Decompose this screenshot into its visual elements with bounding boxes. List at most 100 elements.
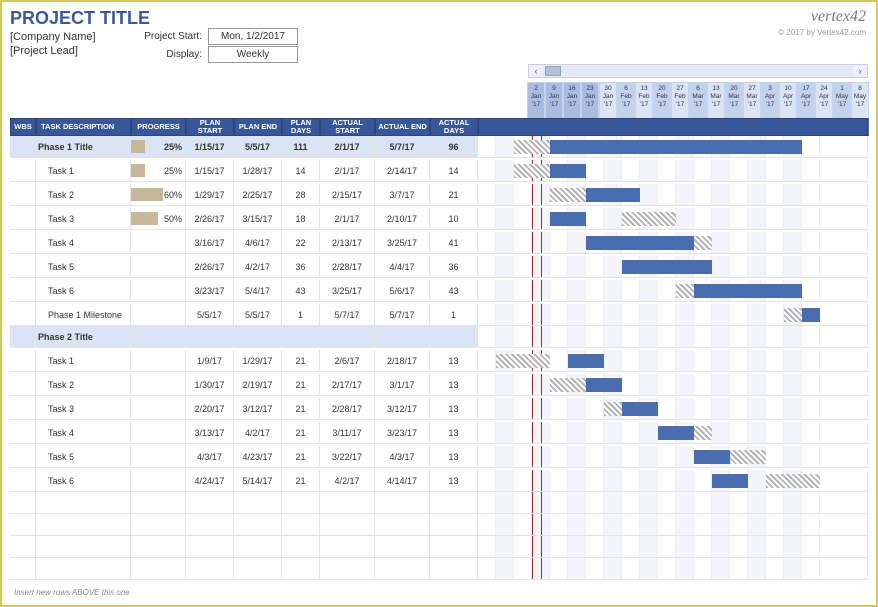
cell-desc[interactable]: Task 4 [36,232,131,253]
cell-wbs[interactable] [10,256,36,277]
table-row[interactable]: Task 43/13/174/2/17213/11/173/23/1713 [10,422,868,444]
cell-plan-days[interactable]: 21 [282,422,320,443]
cell-plan-end[interactable]: 1/29/17 [234,350,282,371]
cell-actual-start[interactable] [320,326,375,347]
cell-desc[interactable]: Task 5 [36,256,131,277]
cell-desc[interactable]: Task 4 [36,422,131,443]
cell-plan-start[interactable]: 1/30/17 [186,374,234,395]
cell-plan-days[interactable] [282,326,320,347]
scroll-thumb[interactable] [545,66,561,76]
table-row[interactable]: Task 21/30/172/19/17212/17/173/1/1713 [10,374,868,396]
cell-wbs[interactable] [10,374,36,395]
cell-plan-start[interactable]: 4/3/17 [186,446,234,467]
cell-plan-end[interactable]: 1/28/17 [234,160,282,181]
cell-actual-end[interactable] [375,326,430,347]
cell-plan-end[interactable]: 2/19/17 [234,374,282,395]
cell-actual-days[interactable]: 13 [430,350,478,371]
cell-plan-days[interactable]: 21 [282,398,320,419]
table-row[interactable]: Task 52/26/174/2/17362/28/174/4/1736 [10,256,868,278]
cell-actual-days[interactable]: 13 [430,470,478,491]
cell-plan-end[interactable]: 4/6/17 [234,232,282,253]
table-row-blank[interactable] [10,514,868,536]
display-value[interactable]: Weekly [208,46,298,63]
table-row-blank[interactable] [10,536,868,558]
cell-wbs[interactable] [10,232,36,253]
cell-actual-days[interactable]: 1 [430,304,478,325]
cell-plan-days[interactable]: 22 [282,232,320,253]
cell-actual-end[interactable]: 3/12/17 [375,398,430,419]
cell-progress[interactable]: 60% [131,184,186,205]
cell-plan-days[interactable]: 21 [282,350,320,371]
cell-actual-start[interactable]: 3/11/17 [320,422,375,443]
cell-wbs[interactable] [10,326,36,347]
cell-progress[interactable] [131,374,186,395]
cell-plan-start[interactable]: 2/26/17 [186,208,234,229]
cell-actual-end[interactable]: 4/4/17 [375,256,430,277]
cell-progress[interactable] [131,280,186,301]
cell-desc[interactable]: Phase 1 Title [36,136,131,157]
cell-desc[interactable]: Task 6 [36,280,131,301]
cell-plan-days[interactable]: 21 [282,470,320,491]
cell-actual-end[interactable]: 2/18/17 [375,350,430,371]
cell-actual-end[interactable]: 5/7/17 [375,136,430,157]
cell-actual-end[interactable]: 3/1/17 [375,374,430,395]
cell-plan-end[interactable]: 5/5/17 [234,304,282,325]
table-row[interactable]: Task 54/3/174/23/17213/22/174/3/1713 [10,446,868,468]
cell-wbs[interactable] [10,304,36,325]
cell-desc[interactable]: Task 1 [36,160,131,181]
cell-wbs[interactable] [10,160,36,181]
scroll-right-icon[interactable]: › [853,65,867,77]
cell-desc[interactable]: Task 2 [36,184,131,205]
cell-actual-days[interactable]: 96 [430,136,478,157]
cell-plan-start[interactable]: 3/16/17 [186,232,234,253]
cell-actual-end[interactable]: 3/7/17 [375,184,430,205]
cell-actual-days[interactable]: 13 [430,398,478,419]
cell-plan-start[interactable]: 1/9/17 [186,350,234,371]
cell-progress[interactable] [131,470,186,491]
cell-plan-start[interactable]: 4/24/17 [186,470,234,491]
cell-plan-start[interactable]: 1/15/17 [186,160,234,181]
cell-plan-start[interactable] [186,326,234,347]
cell-plan-end[interactable]: 3/15/17 [234,208,282,229]
cell-plan-start[interactable]: 3/23/17 [186,280,234,301]
cell-progress[interactable] [131,326,186,347]
cell-actual-days[interactable]: 36 [430,256,478,277]
cell-plan-end[interactable] [234,326,282,347]
cell-plan-days[interactable]: 1 [282,304,320,325]
cell-actual-start[interactable]: 2/17/17 [320,374,375,395]
cell-actual-start[interactable]: 3/22/17 [320,446,375,467]
cell-actual-start[interactable]: 2/6/17 [320,350,375,371]
cell-progress[interactable] [131,350,186,371]
cell-plan-end[interactable]: 5/14/17 [234,470,282,491]
table-row-blank[interactable] [10,558,868,580]
table-row[interactable]: Phase 1 Milestone5/5/175/5/1715/7/175/7/… [10,304,868,326]
table-row[interactable]: Task 125%1/15/171/28/17142/1/172/14/1714 [10,160,868,182]
cell-actual-start[interactable]: 2/15/17 [320,184,375,205]
cell-wbs[interactable] [10,184,36,205]
project-start-value[interactable]: Mon, 1/2/2017 [208,28,298,45]
cell-wbs[interactable] [10,422,36,443]
cell-actual-start[interactable]: 4/2/17 [320,470,375,491]
cell-actual-days[interactable] [430,326,478,347]
cell-wbs[interactable] [10,136,36,157]
cell-actual-days[interactable]: 43 [430,280,478,301]
cell-actual-start[interactable]: 2/1/17 [320,160,375,181]
cell-actual-days[interactable]: 14 [430,160,478,181]
cell-actual-start[interactable]: 3/25/17 [320,280,375,301]
cell-wbs[interactable] [10,470,36,491]
cell-progress[interactable]: 50% [131,208,186,229]
cell-wbs[interactable] [10,350,36,371]
cell-actual-start[interactable]: 2/1/17 [320,136,375,157]
cell-plan-end[interactable]: 4/2/17 [234,256,282,277]
cell-plan-start[interactable]: 2/20/17 [186,398,234,419]
cell-plan-start[interactable]: 5/5/17 [186,304,234,325]
cell-actual-days[interactable]: 13 [430,374,478,395]
table-row[interactable]: Phase 2 Title [10,326,868,348]
cell-plan-start[interactable]: 1/29/17 [186,184,234,205]
cell-actual-days[interactable]: 13 [430,422,478,443]
cell-actual-days[interactable]: 21 [430,184,478,205]
cell-progress[interactable] [131,256,186,277]
table-row[interactable]: Task 260%1/29/172/25/17282/15/173/7/1721 [10,184,868,206]
cell-desc[interactable]: Phase 2 Title [36,326,131,347]
cell-progress[interactable] [131,422,186,443]
